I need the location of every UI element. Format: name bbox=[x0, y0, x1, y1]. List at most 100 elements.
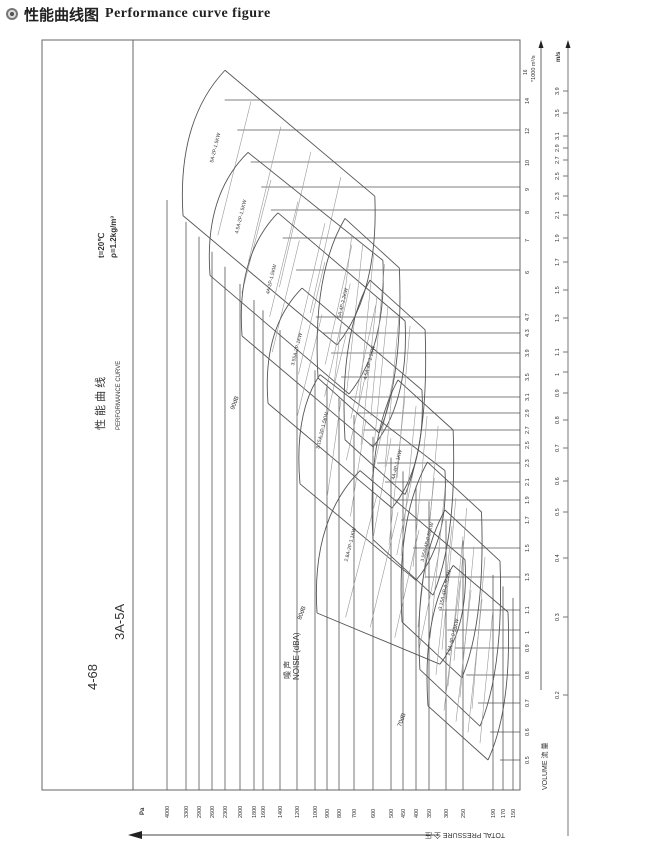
velocity-tick-label: 2.3 bbox=[555, 192, 561, 200]
noise-80db-label: 80dB bbox=[297, 605, 307, 620]
fan-upper-boundary bbox=[247, 152, 384, 261]
volume-tick-label: 3.1 bbox=[525, 393, 531, 401]
pressure-tick-label: 500 bbox=[389, 809, 395, 818]
noise-line bbox=[479, 608, 494, 744]
page-header: 性能曲线图 Performance curve figure bbox=[6, 3, 271, 25]
header-title-cn: 性能曲线图 bbox=[24, 6, 100, 24]
noise-line bbox=[346, 355, 371, 461]
velocity-tick-label: 0.3 bbox=[555, 613, 561, 621]
volume-tick-label: 2.3 bbox=[525, 459, 531, 467]
volume-tick-label: 0.8 bbox=[525, 671, 531, 679]
pressure-axis-title: TOTAL PRESSURE 全 压 bbox=[425, 831, 505, 840]
velocity-tick-label: 1.1 bbox=[555, 348, 561, 356]
volume-top-tick: 16 bbox=[523, 69, 529, 75]
pressure-tick-label: 600 bbox=[371, 809, 377, 818]
pressure-tick-label: 150 bbox=[511, 809, 517, 818]
fan-lower-boundary bbox=[401, 621, 463, 679]
fan-lower-boundary bbox=[182, 215, 338, 346]
volume-tick-label: 1.1 bbox=[525, 606, 531, 614]
density-label: ρ=1.2kg/m³ bbox=[109, 216, 118, 258]
pressure-tick-label: 170 bbox=[501, 809, 507, 818]
fan-upper-boundary bbox=[319, 374, 446, 471]
noise-line bbox=[279, 151, 312, 288]
noise-line bbox=[248, 126, 282, 262]
arrow-up-icon bbox=[538, 40, 544, 48]
velocity-tick-label: 0.2 bbox=[555, 691, 561, 699]
fan-label: 5A-4P-2.2KW bbox=[337, 287, 350, 318]
noise-line bbox=[360, 296, 378, 445]
fan-right-curve bbox=[439, 559, 466, 665]
volume-unit-label: *1000 m³/s bbox=[531, 55, 537, 82]
noise-line bbox=[324, 283, 351, 397]
fan-right-curve bbox=[404, 329, 427, 495]
noise-line bbox=[297, 223, 326, 341]
volume-tick-label: 4.7 bbox=[525, 313, 531, 321]
velocity-unit-label: m/s bbox=[556, 51, 562, 62]
volume-tick-label: 1.3 bbox=[525, 573, 531, 581]
velocity-tick-label: 0.9 bbox=[555, 389, 561, 397]
fan-label: 5A-2P-1.5KW bbox=[209, 132, 222, 163]
pressure-tick-label: 700 bbox=[352, 809, 358, 818]
fan-right-curve bbox=[415, 470, 446, 581]
model-label: 4-68 bbox=[85, 664, 100, 690]
fan-upper-boundary bbox=[277, 212, 406, 322]
fan-upper-boundary bbox=[444, 509, 501, 562]
noise-line bbox=[459, 546, 475, 698]
fan-left-curve bbox=[418, 509, 446, 670]
pressure-tick-label: 1800 bbox=[252, 806, 258, 818]
noise-line bbox=[324, 244, 353, 365]
noise-line bbox=[321, 334, 347, 440]
noise-90db-label: 90dB bbox=[230, 395, 240, 410]
velocity-tick-label: 1.7 bbox=[555, 258, 561, 266]
volume-tick-label: 10 bbox=[525, 160, 531, 166]
fan-label: 4.5A-2P-1.5KW bbox=[234, 199, 248, 234]
fan-label: 4A-4P-1.1KW bbox=[391, 449, 404, 480]
noise-title-cn: 噪 声 bbox=[282, 661, 292, 679]
arrow-left-icon bbox=[128, 831, 142, 839]
volume-tick-label: 4.3 bbox=[525, 329, 531, 337]
velocity-tick-label: 3.9 bbox=[555, 87, 561, 95]
noise-line bbox=[358, 254, 374, 406]
pressure-tick-label: 3300 bbox=[184, 806, 190, 818]
fan-right-curve bbox=[479, 561, 502, 727]
noise-line bbox=[269, 201, 299, 317]
fan-lower-boundary bbox=[372, 539, 434, 596]
pressure-tick-label: 250 bbox=[461, 809, 467, 818]
fan-left-curve bbox=[426, 565, 454, 706]
velocity-tick-label: 3.1 bbox=[555, 132, 561, 140]
fan-left-curve bbox=[298, 374, 321, 484]
velocity-tick-label: 0.5 bbox=[555, 508, 561, 516]
noise-line bbox=[412, 415, 428, 567]
volume-tick-label: 2.7 bbox=[525, 426, 531, 434]
fan-curve-3.15A-4P-0.55KW bbox=[418, 509, 502, 727]
fan-left-curve bbox=[371, 379, 399, 540]
pressure-tick-label: 2000 bbox=[238, 806, 244, 818]
pressure-tick-label: 1400 bbox=[278, 806, 284, 818]
volume-tick-label: 1 bbox=[525, 631, 531, 634]
pressure-unit-label: Pa bbox=[140, 807, 146, 815]
velocity-tick-label: 2.5 bbox=[555, 172, 561, 180]
volume-tick-label: 6 bbox=[525, 271, 531, 274]
fan-upper-boundary bbox=[369, 279, 426, 331]
pressure-tick-label: 450 bbox=[401, 809, 407, 818]
volume-tick-label: 0.5 bbox=[525, 756, 531, 764]
fan-lower-boundary bbox=[427, 705, 489, 761]
noise-line bbox=[370, 264, 385, 417]
fan-upper-boundary bbox=[452, 565, 509, 613]
fan-lower-boundary bbox=[267, 403, 393, 509]
pressure-tick-label: 300 bbox=[444, 809, 450, 818]
noise-70db-label: 70dB bbox=[397, 712, 407, 727]
volume-tick-label: 1.9 bbox=[525, 496, 531, 504]
fan-curve-5A-4P-2.2KW bbox=[316, 218, 401, 434]
noise-line bbox=[447, 536, 464, 687]
fan-lower-boundary bbox=[344, 439, 406, 495]
noise-line bbox=[435, 526, 453, 675]
pressure-tick-label: 4000 bbox=[165, 806, 171, 818]
fan-right-curve bbox=[432, 429, 455, 596]
velocity-tick-label: 3.5 bbox=[555, 109, 561, 117]
noise-line bbox=[350, 418, 367, 517]
noise-line bbox=[443, 580, 461, 711]
fan-upper-boundary bbox=[224, 69, 376, 197]
velocity-tick-label: 0.7 bbox=[555, 444, 561, 452]
